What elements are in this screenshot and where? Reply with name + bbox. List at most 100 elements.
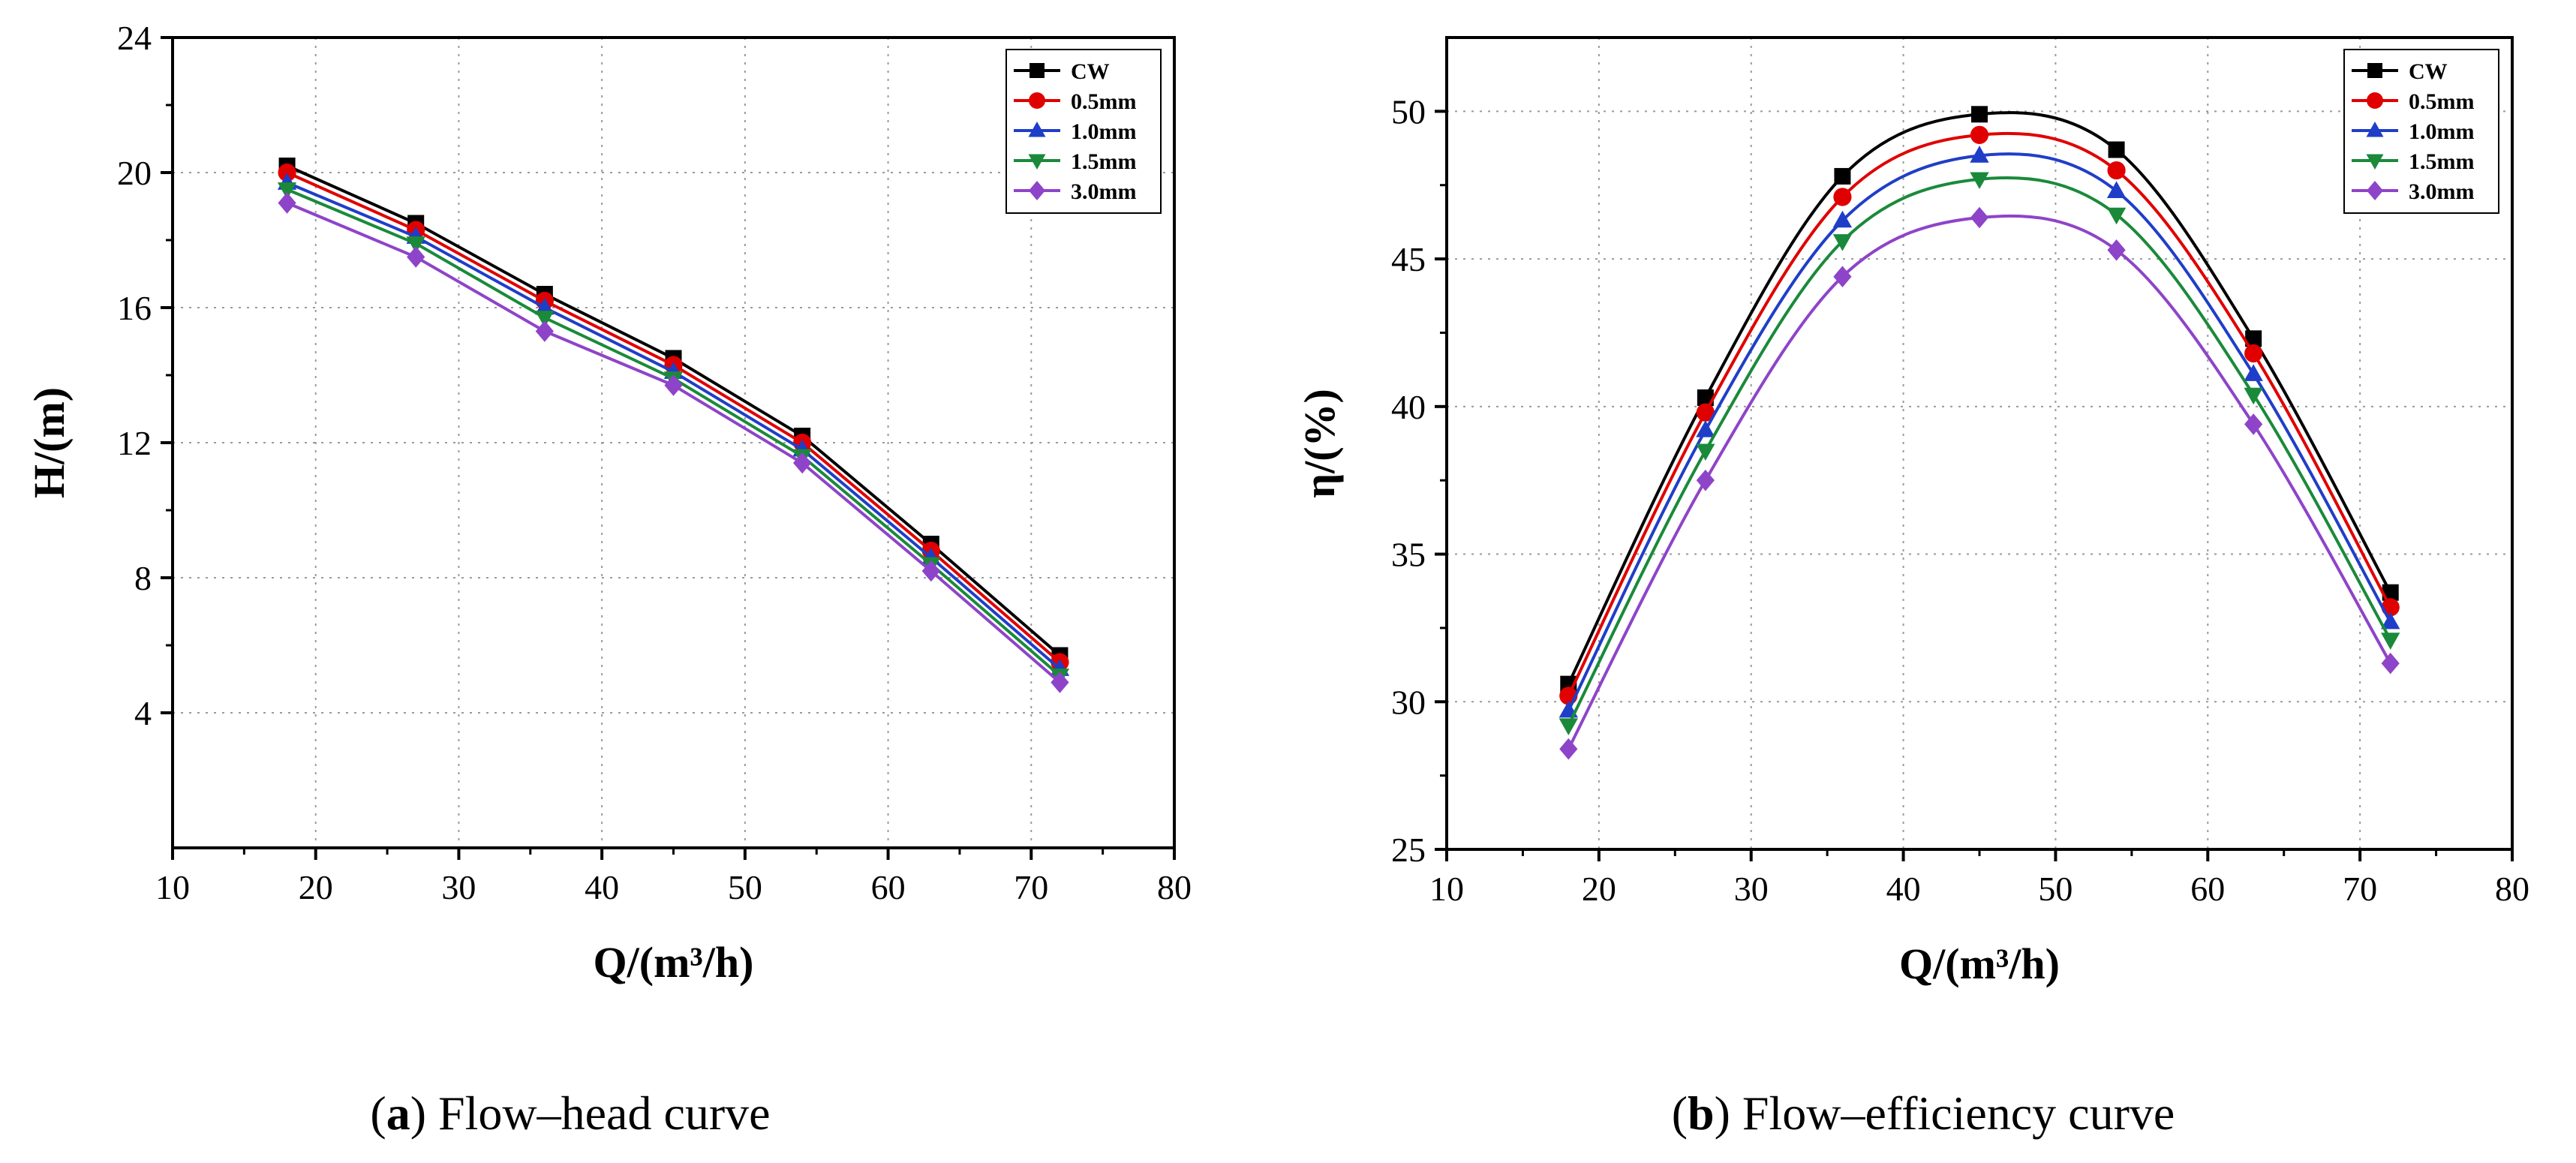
legend-marker <box>2367 92 2383 109</box>
data-point <box>2244 364 2263 381</box>
data-point <box>2244 387 2263 405</box>
x-axis-label: Q/(m³/h) <box>1899 939 2060 988</box>
x-axis-label: Q/(m³/h) <box>594 938 754 987</box>
series-line <box>286 188 1061 678</box>
x-tick-label: 10 <box>1429 870 1464 908</box>
data-point <box>2244 413 2263 435</box>
x-tick-label: 40 <box>585 868 619 906</box>
caption-b-letter: b <box>1688 1086 1715 1140</box>
y-tick-label: 45 <box>1391 240 1426 278</box>
legend-marker <box>1028 122 1046 137</box>
data-point <box>2108 141 2125 158</box>
y-tick-label: 12 <box>117 424 152 462</box>
data-point <box>1559 718 1578 735</box>
legend-label: 3.0mm <box>2409 179 2474 204</box>
data-point <box>2106 207 2127 225</box>
x-tick-label: 40 <box>1886 870 1921 908</box>
legend-marker <box>1029 63 1045 78</box>
y-tick-label: 30 <box>1391 683 1426 721</box>
data-point <box>277 182 297 200</box>
legend-label: 0.5mm <box>1071 89 1136 114</box>
x-tick-label: 30 <box>441 868 476 906</box>
y-tick-label: 50 <box>1391 92 1426 131</box>
data-point <box>1696 469 1715 491</box>
legend-marker <box>1029 181 1045 200</box>
flow-head-chart: 10 20 30 40 50 60 70 80 4 8 12 16 20 24 Q/(m³/h) H/(m) C… <box>25 19 1192 987</box>
series-line <box>1567 152 2392 711</box>
flow-efficiency-chart: 10 20 30 40 50 60 70 80 25 30 35 40 45 50 Q/(m³/h) η/(%… <box>1295 36 2529 988</box>
data-point <box>2106 181 2127 198</box>
data-point <box>535 311 555 328</box>
legend-marker <box>2366 154 2384 170</box>
legend-label: 0.5mm <box>2409 89 2474 114</box>
legend-label: 1.0mm <box>2409 119 2474 144</box>
legend-label: 3.0mm <box>1071 179 1136 204</box>
series-line <box>286 181 1061 671</box>
y-tick-label: 25 <box>1391 831 1426 869</box>
legend-marker <box>1029 92 1045 109</box>
x-tick-label: 20 <box>299 868 333 906</box>
legend-label: 1.5mm <box>1071 149 1136 174</box>
data-point <box>278 163 296 182</box>
caption-b-text: Flow–efficiency curve <box>1742 1086 2175 1140</box>
legend-marker <box>1028 154 1046 170</box>
data-point <box>2381 633 2400 650</box>
caption-b: (b) Flow–efficiency curve <box>1672 1086 2175 1140</box>
data-point <box>1832 210 1853 228</box>
data-point <box>1971 106 1988 123</box>
x-tick-label: 10 <box>155 868 190 906</box>
y-tick-label: 20 <box>117 154 152 192</box>
data-point <box>1970 146 1989 163</box>
data-point <box>1970 172 1989 190</box>
y-tick-label: 35 <box>1391 536 1426 574</box>
legend-label: CW <box>1071 59 1110 84</box>
series-line <box>1567 214 2392 750</box>
data-point <box>407 246 425 268</box>
y-tick-label: 16 <box>117 289 152 327</box>
legend-label: 1.0mm <box>1071 119 1136 144</box>
data-point <box>2245 330 2262 347</box>
data-point <box>535 297 555 315</box>
x-tick-label: 30 <box>1734 870 1769 908</box>
y-axis-label: H/(m) <box>25 387 74 498</box>
x-tick-label: 70 <box>1014 868 1048 906</box>
data-point <box>535 320 554 342</box>
x-tick-label: 20 <box>1582 870 1616 908</box>
data-point <box>2244 344 2263 363</box>
data-point <box>793 452 812 474</box>
data-point <box>1834 167 1851 185</box>
data-point <box>1970 206 1989 229</box>
y-tick-label: 4 <box>134 694 152 732</box>
data-point <box>1696 403 1715 422</box>
y-tick-label: 40 <box>1391 388 1426 426</box>
y-tick-label: 24 <box>117 19 152 57</box>
legend-label: 1.5mm <box>2409 149 2474 174</box>
caption-a-letter: a <box>386 1086 410 1140</box>
data-point <box>1051 672 1069 693</box>
legend-marker <box>2367 63 2382 78</box>
data-point <box>1833 266 1852 287</box>
y-tick-label: 8 <box>134 559 152 597</box>
data-point <box>1833 188 1852 206</box>
legend-marker <box>2367 181 2383 200</box>
data-point <box>278 192 296 214</box>
x-tick-label: 60 <box>871 868 906 906</box>
data-point <box>2381 612 2400 630</box>
caption-a-text: Flow–head curve <box>438 1086 771 1140</box>
data-point <box>406 236 425 254</box>
data-point <box>2381 652 2400 675</box>
data-point <box>2107 161 2126 180</box>
data-point <box>921 560 940 582</box>
data-point <box>2107 239 2126 261</box>
legend-marker <box>2366 122 2384 137</box>
x-tick-label: 80 <box>1157 868 1192 906</box>
x-tick-label: 70 <box>2343 870 2377 908</box>
x-tick-label: 60 <box>2190 870 2225 908</box>
x-tick-label: 50 <box>2038 870 2073 908</box>
data-point <box>1696 420 1715 437</box>
y-axis-label: η/(%) <box>1295 389 1344 498</box>
data-point <box>1696 443 1715 461</box>
legend-label: CW <box>2409 59 2448 84</box>
series-line <box>1567 176 2392 726</box>
